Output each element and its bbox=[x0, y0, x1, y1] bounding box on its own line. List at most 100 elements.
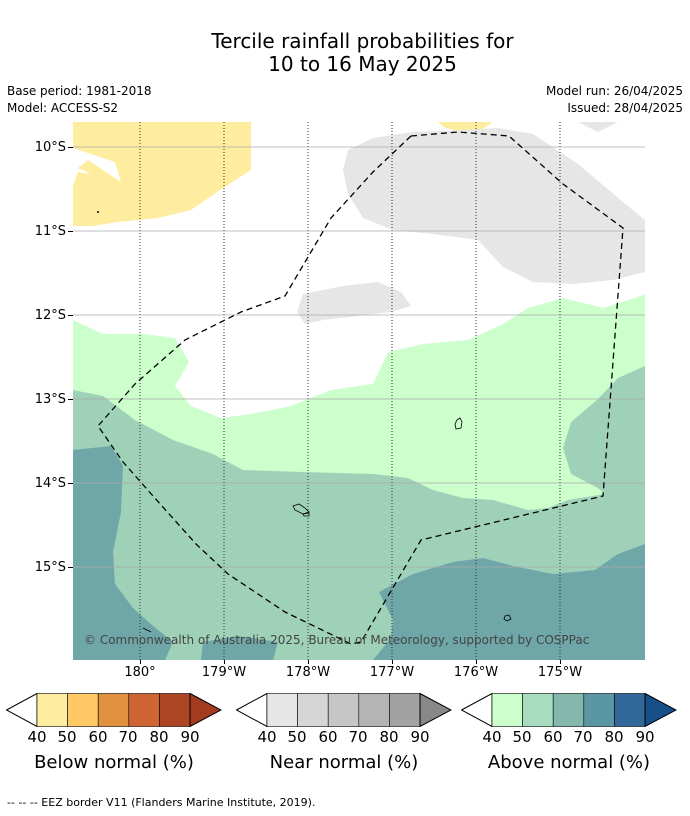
colorbar-cell bbox=[159, 693, 191, 727]
lon-tick bbox=[224, 660, 225, 664]
cb-near-tick: 50 bbox=[287, 728, 307, 746]
colorbar-above-normal bbox=[461, 693, 677, 727]
above-normal-60-region-2 bbox=[201, 636, 278, 660]
issued-date: Issued: 28/04/2025 bbox=[567, 101, 683, 115]
meta-left: Base period: 1981-2018 Model: ACCESS-S2 bbox=[7, 83, 152, 117]
cb-above-tick: 80 bbox=[604, 728, 624, 746]
lat-label-10s: 10°S bbox=[34, 140, 66, 155]
near-normal-region bbox=[343, 128, 645, 284]
cb-near-tick: 40 bbox=[257, 728, 277, 746]
colorbar-cell bbox=[297, 693, 329, 727]
lon-label-178w: 178°W bbox=[285, 665, 331, 680]
cb-above-tick: 40 bbox=[482, 728, 502, 746]
lat-tick bbox=[68, 147, 73, 148]
cb-above-tick: 90 bbox=[635, 728, 655, 746]
colorbar-above-max-arrow bbox=[644, 693, 677, 727]
island-alofi bbox=[302, 512, 310, 517]
lon-label-175w: 175°W bbox=[537, 665, 583, 680]
latitude-gridlines bbox=[73, 146, 645, 568]
colorbar-near-cells bbox=[266, 693, 421, 727]
colorbar-near-max-arrow bbox=[419, 693, 452, 727]
colorbar-cell bbox=[583, 693, 615, 727]
island-niuafo bbox=[503, 614, 512, 622]
cb-below-tick: 80 bbox=[149, 728, 169, 746]
footnote: -- -- -- EEZ border V11 (Flanders Marine… bbox=[7, 796, 316, 809]
colorbar-below-min-arrow bbox=[6, 693, 38, 727]
colorbar-below-svg bbox=[6, 693, 222, 727]
colorbar-cell bbox=[491, 693, 523, 727]
colorbar-above-min-arrow bbox=[461, 693, 493, 727]
model-name: Model: ACCESS-S2 bbox=[7, 101, 119, 115]
cb-near-tick: 60 bbox=[318, 728, 338, 746]
lon-tick bbox=[476, 660, 477, 664]
lat-tick bbox=[68, 231, 73, 232]
colorbar-below-normal bbox=[6, 693, 222, 727]
lat-label-13s: 13°S bbox=[34, 392, 66, 407]
lon-tick bbox=[308, 660, 309, 664]
base-period: Base period: 1981-2018 bbox=[7, 84, 152, 98]
cb-above-tick: 50 bbox=[512, 728, 532, 746]
lon-label-176w: 176°W bbox=[453, 665, 499, 680]
lon-tick bbox=[392, 660, 393, 664]
lat-tick bbox=[68, 483, 73, 484]
meta-right: Model run: 26/04/2025 Issued: 28/04/2025 bbox=[546, 83, 683, 117]
map-panel bbox=[73, 122, 645, 660]
cb-near-tick: 80 bbox=[379, 728, 399, 746]
map-svg bbox=[73, 122, 645, 660]
lat-label-14s: 14°S bbox=[34, 476, 66, 491]
eez-border bbox=[97, 131, 624, 645]
island-small bbox=[142, 627, 152, 633]
chart-title: Tercile rainfall probabilities for 10 to… bbox=[0, 30, 690, 76]
legend-above-label: Above normal (%) bbox=[487, 752, 651, 773]
colorbar-below-max-arrow bbox=[189, 693, 222, 727]
colorbar-cell bbox=[389, 693, 421, 727]
cb-near-tick: 90 bbox=[410, 728, 430, 746]
colorbar-above-svg bbox=[461, 693, 677, 727]
cb-above-tick: 70 bbox=[573, 728, 593, 746]
lat-label-11s: 11°S bbox=[34, 224, 66, 239]
island-wallis bbox=[454, 417, 463, 430]
colorbar-cell bbox=[36, 693, 68, 727]
colorbar-cell bbox=[552, 693, 585, 727]
near-normal-region-3 bbox=[578, 122, 618, 132]
legend-below-label: Below normal (%) bbox=[34, 752, 194, 773]
colorbar-cell bbox=[327, 693, 360, 727]
cb-above-tick: 60 bbox=[543, 728, 563, 746]
cb-below-tick: 40 bbox=[27, 728, 47, 746]
colorbar-cell bbox=[358, 693, 390, 727]
lat-tick bbox=[68, 315, 73, 316]
title-line-2: 10 to 16 May 2025 bbox=[268, 52, 457, 76]
cb-below-tick: 60 bbox=[88, 728, 108, 746]
island-futuna bbox=[292, 503, 310, 515]
colorbar-cell bbox=[128, 693, 160, 727]
cb-below-tick: 50 bbox=[57, 728, 77, 746]
cb-below-tick: 90 bbox=[180, 728, 200, 746]
lat-label-15s: 15°S bbox=[34, 560, 66, 575]
title-line-1: Tercile rainfall probabilities for bbox=[211, 29, 514, 53]
colorbar-cell bbox=[67, 693, 99, 727]
colorbar-near-normal bbox=[236, 693, 452, 727]
lon-label-177w: 177°W bbox=[369, 665, 415, 680]
lon-label-180: 180° bbox=[124, 665, 156, 680]
colorbar-near-min-arrow bbox=[236, 693, 268, 727]
lon-tick bbox=[140, 660, 141, 664]
lat-tick bbox=[68, 399, 73, 400]
cb-below-tick: 70 bbox=[118, 728, 138, 746]
lat-tick bbox=[68, 567, 73, 568]
legend-near-label: Near normal (%) bbox=[269, 752, 419, 773]
lon-label-179w: 179°W bbox=[201, 665, 247, 680]
model-run: Model run: 26/04/2025 bbox=[545, 84, 683, 98]
above-normal-60-region bbox=[73, 446, 173, 660]
colorbar-cell bbox=[614, 693, 646, 727]
colorbar-cell bbox=[266, 693, 298, 727]
cb-near-tick: 70 bbox=[348, 728, 368, 746]
colorbar-cell bbox=[97, 693, 130, 727]
colorbar-near-svg bbox=[236, 693, 452, 727]
above-normal-60-region-3 bbox=[373, 544, 645, 660]
colorbar-cell bbox=[522, 693, 554, 727]
below-normal-region bbox=[73, 122, 251, 226]
colorbar-above-cells bbox=[491, 693, 646, 727]
copyright-text: © Commonwealth of Australia 2025, Bureau… bbox=[84, 633, 590, 647]
colorbar-below-cells bbox=[36, 693, 191, 727]
island-dot bbox=[97, 211, 99, 213]
